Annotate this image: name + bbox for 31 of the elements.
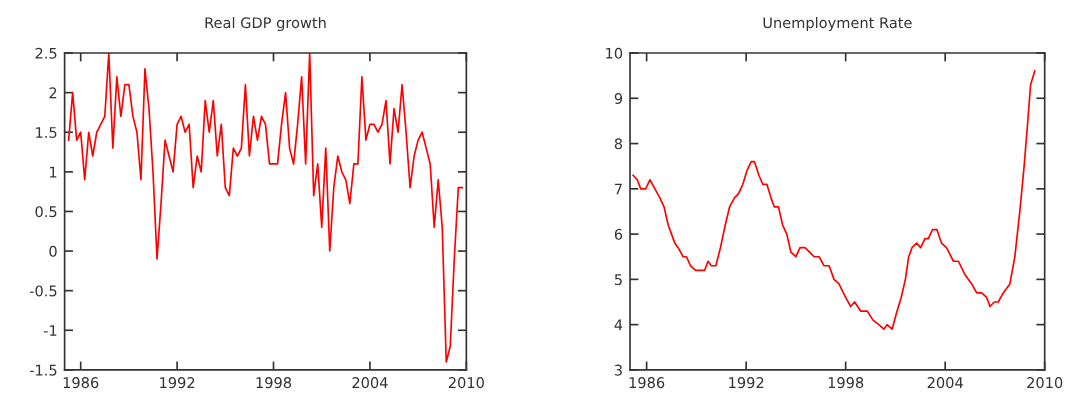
line-series <box>632 70 1036 330</box>
x-tick-label: 1986 <box>63 377 99 389</box>
x-tick-label: 2004 <box>927 377 963 389</box>
y-tick-label: -1 <box>43 325 57 336</box>
y-tick-label: 1.5 <box>36 127 57 138</box>
x-tick-label: 1992 <box>160 377 195 389</box>
chart-title: Unemployment Rate <box>763 16 912 32</box>
y-tick-label: 0 <box>49 245 57 257</box>
x-tick-label: 1998 <box>828 377 864 389</box>
x-tick-label: 1998 <box>256 377 292 389</box>
x-tick-label: 1992 <box>729 377 764 389</box>
x-tick-label: 2010 <box>448 377 484 389</box>
y-tick-label: 4 <box>614 319 623 331</box>
y-tick-label: 3 <box>614 364 622 376</box>
x-tick-label: 2010 <box>1027 377 1063 389</box>
y-tick-label: 10 <box>606 47 623 59</box>
y-tick-label: 6 <box>614 228 623 240</box>
x-tick-label: 1986 <box>629 377 665 389</box>
y-tick-label: -0.5 <box>29 285 57 297</box>
y-tick-label: 9 <box>614 93 623 105</box>
x-tick-label: 2004 <box>352 377 388 389</box>
line-series <box>67 53 464 363</box>
y-tick-label: 2 <box>49 87 57 99</box>
y-tick-label: 2.5 <box>35 47 57 59</box>
chart-title: Real GDP growth <box>205 16 326 32</box>
y-tick-label: 8 <box>614 138 623 150</box>
y-tick-label: -1.5 <box>29 364 57 376</box>
y-tick-label: 7 <box>615 183 622 195</box>
y-tick-label: 1 <box>50 166 57 178</box>
y-tick-label: 0.5 <box>35 206 57 218</box>
y-tick-label: 5 <box>614 274 622 286</box>
